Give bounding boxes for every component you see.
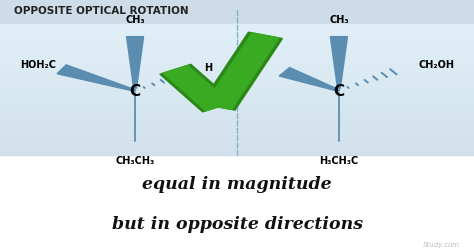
Bar: [0, 146, 474, 148]
Bar: [0, 51, 474, 53]
Bar: [0, 81, 474, 84]
Text: CH₂OH: CH₂OH: [418, 60, 454, 70]
Bar: [0, 75, 474, 77]
Bar: [0, 79, 474, 81]
Polygon shape: [201, 33, 283, 111]
Text: but in opposite directions: but in opposite directions: [111, 215, 363, 232]
Bar: [0, 88, 474, 90]
Bar: [0, 118, 474, 120]
Bar: [0, 103, 474, 105]
Bar: [0, 60, 474, 62]
Bar: [0, 148, 474, 151]
Bar: [0, 122, 474, 125]
Bar: [0, 133, 474, 136]
Text: CH₃: CH₃: [125, 15, 145, 25]
Bar: [0, 53, 474, 55]
Bar: [0, 25, 474, 27]
Bar: [0, 86, 474, 88]
Bar: [0, 49, 474, 51]
Bar: [0, 40, 474, 42]
Bar: [0, 105, 474, 107]
Bar: [0, 62, 474, 64]
Bar: [0, 142, 474, 144]
Text: equal in magnitude: equal in magnitude: [142, 175, 332, 192]
Bar: [0, 138, 474, 140]
Bar: [0, 73, 474, 75]
Bar: [0, 110, 474, 112]
Bar: [0, 66, 474, 68]
Bar: [0, 114, 474, 116]
Bar: [0, 36, 474, 38]
Polygon shape: [205, 34, 279, 110]
Bar: [0, 32, 474, 34]
Bar: [0, 144, 474, 146]
Bar: [0, 129, 474, 131]
Bar: [0, 84, 474, 86]
Bar: [0, 125, 474, 127]
Polygon shape: [57, 66, 136, 92]
Polygon shape: [279, 68, 340, 92]
Bar: [0, 77, 474, 79]
Text: CH₃: CH₃: [329, 15, 349, 25]
Bar: [0, 131, 474, 133]
Bar: [0, 64, 474, 66]
Text: C: C: [333, 84, 345, 99]
Bar: [0, 47, 474, 49]
Bar: [0, 38, 474, 40]
Bar: [0, 151, 474, 153]
Text: Study.com: Study.com: [423, 242, 460, 248]
Bar: [0, 112, 474, 114]
Bar: [0, 55, 474, 58]
Bar: [0, 153, 474, 155]
Bar: [0, 107, 474, 110]
Polygon shape: [127, 38, 144, 89]
Text: OPPOSITE OPTICAL ROTATION: OPPOSITE OPTICAL ROTATION: [14, 6, 189, 16]
Text: H₃CH₃C: H₃CH₃C: [319, 155, 358, 165]
Bar: [0, 0, 474, 25]
Bar: [0, 99, 474, 101]
Text: H: H: [204, 62, 212, 72]
Bar: [0, 101, 474, 103]
Polygon shape: [160, 65, 234, 112]
Bar: [0, 94, 474, 96]
Bar: [0, 96, 474, 99]
Text: CH₃CH₃: CH₃CH₃: [116, 155, 155, 165]
Text: HOH₂C: HOH₂C: [20, 60, 56, 70]
Bar: [0, 27, 474, 29]
Bar: [0, 136, 474, 138]
Polygon shape: [163, 66, 230, 111]
Bar: [0, 34, 474, 36]
Bar: [0, 127, 474, 129]
Polygon shape: [330, 38, 347, 89]
Bar: [0, 0, 474, 155]
Bar: [0, 29, 474, 32]
Bar: [0, 42, 474, 44]
Bar: [0, 90, 474, 92]
Bar: [0, 92, 474, 94]
Bar: [0, 44, 474, 47]
Text: C: C: [129, 84, 141, 99]
Bar: [0, 68, 474, 70]
Bar: [0, 58, 474, 60]
Bar: [0, 140, 474, 142]
Bar: [0, 116, 474, 118]
Bar: [0, 70, 474, 73]
Bar: [0, 120, 474, 122]
